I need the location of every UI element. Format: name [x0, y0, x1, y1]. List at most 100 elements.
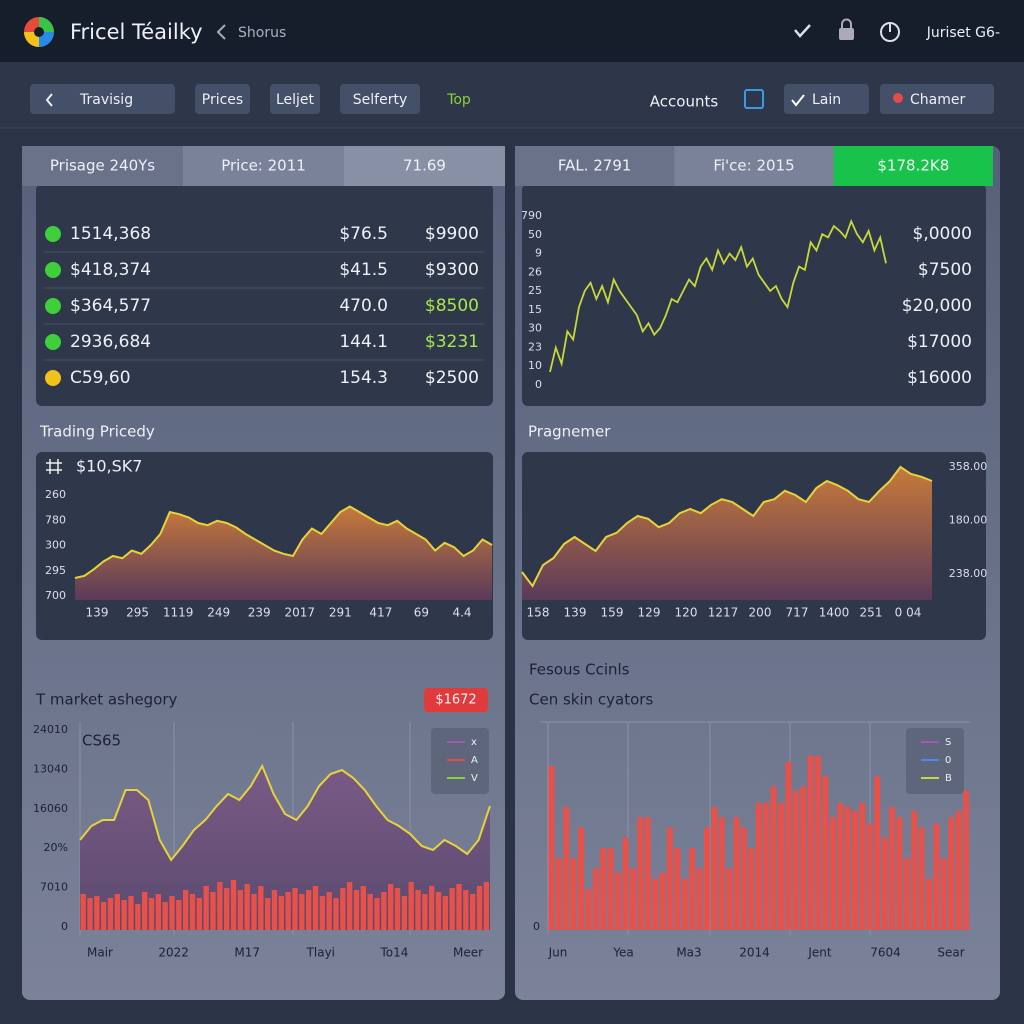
area-line	[74, 505, 493, 579]
bar	[881, 837, 888, 930]
bar	[911, 811, 918, 930]
x-tick-label: Mair	[87, 946, 113, 960]
toolbar-item[interactable]: Accounts	[650, 93, 719, 111]
bar	[578, 827, 585, 930]
bar	[388, 884, 394, 930]
value-label: $7500	[918, 260, 972, 280]
x-tick-label: Sear	[937, 946, 964, 960]
tab[interactable]	[833, 146, 993, 186]
bar	[600, 848, 607, 930]
bar	[889, 807, 895, 930]
bar	[442, 896, 448, 930]
bar	[615, 872, 622, 930]
bar	[659, 872, 666, 930]
bar	[251, 894, 257, 930]
bar	[470, 894, 476, 930]
table-cell: $2500	[425, 368, 479, 388]
bar	[381, 892, 387, 930]
bar	[347, 882, 353, 930]
value-label: $,0000	[913, 224, 972, 244]
y-tick-label: 300	[45, 539, 66, 552]
tab-label[interactable]: Price: 2011	[221, 157, 306, 175]
status-dot	[45, 334, 61, 350]
tab[interactable]	[515, 146, 687, 186]
bar	[903, 858, 910, 930]
bar	[896, 817, 903, 930]
tab-label[interactable]: FAL. 2791	[558, 157, 632, 175]
status-dot	[45, 370, 61, 386]
lock-icon[interactable]	[839, 28, 854, 40]
bar	[800, 786, 807, 930]
toolbar-button[interactable]	[270, 84, 320, 114]
tab-label[interactable]: Prisage 240Ys	[50, 157, 155, 175]
x-tick-label: 120	[675, 606, 698, 620]
bar	[326, 892, 332, 930]
bar	[196, 898, 202, 930]
tab[interactable]	[183, 146, 356, 186]
toolbar-item[interactable]: Travisig	[79, 92, 133, 108]
legend-label: x	[471, 737, 477, 748]
toolbar-button[interactable]	[195, 84, 250, 114]
toolbar-button[interactable]	[784, 84, 869, 114]
logo	[24, 17, 54, 47]
legend-label: V	[471, 773, 478, 784]
chart-header: CS65	[82, 732, 121, 750]
x-tick-label: 2017	[285, 606, 316, 620]
bar	[807, 755, 814, 930]
tab[interactable]	[22, 146, 195, 186]
x-tick-label: 200	[749, 606, 772, 620]
table-cell: 144.1	[339, 332, 388, 352]
tab[interactable]	[674, 146, 846, 186]
toolbar-item[interactable]: Prices	[202, 92, 243, 108]
tab[interactable]	[344, 146, 505, 186]
bar	[463, 890, 469, 930]
bar	[107, 898, 114, 930]
breadcrumb[interactable]: Shorus	[238, 25, 286, 41]
toolbar-item[interactable]: Lain	[812, 92, 841, 108]
toolbar-item[interactable]: Leljet	[276, 92, 315, 108]
tab-label[interactable]: Fi'ce: 2015	[713, 157, 794, 175]
y-tick-label: 7010	[40, 881, 68, 894]
y-tick-label: 0	[533, 920, 540, 933]
table-cell: $76.5	[339, 224, 388, 244]
toolbar-button[interactable]	[30, 84, 175, 114]
back-icon[interactable]	[216, 24, 226, 40]
x-tick-label: Ma3	[676, 946, 701, 960]
tab-label[interactable]: 71.69	[403, 157, 446, 175]
bar	[859, 802, 866, 930]
bar	[483, 882, 489, 930]
bar	[585, 889, 592, 930]
chart-title: Fesous Ccinls	[529, 661, 630, 679]
area-line	[521, 465, 933, 588]
bar	[711, 807, 718, 930]
y-tick-label: 30	[528, 322, 542, 335]
bar	[394, 888, 401, 930]
bar	[689, 848, 696, 930]
y-tick-label: 260	[45, 488, 66, 501]
tab-label[interactable]: $178.2K8	[877, 157, 949, 175]
y-tick-label: 10	[528, 359, 542, 372]
toolbar-item[interactable]: Top	[446, 92, 471, 108]
toolbar-button[interactable]	[340, 84, 420, 114]
bar	[230, 880, 237, 930]
user-name[interactable]: Juriset G6-	[926, 25, 1000, 41]
toolbar-item[interactable]: Chamer	[910, 92, 965, 108]
toolbar-button[interactable]	[880, 84, 994, 114]
power-icon[interactable]	[880, 22, 900, 42]
lock-shackle	[841, 18, 852, 28]
bar	[155, 894, 161, 930]
x-tick-label: 295	[126, 606, 149, 620]
x-tick-label: Meer	[453, 946, 483, 960]
x-tick-label: Tlayi	[306, 946, 335, 960]
accounts-icon[interactable]	[744, 89, 764, 109]
table-cell: 470.0	[339, 296, 388, 316]
bar	[121, 900, 127, 930]
toolbar-item[interactable]: Selferty	[353, 92, 407, 108]
x-tick-label: 1217	[708, 606, 739, 620]
check	[791, 94, 805, 107]
check-icon[interactable]	[794, 24, 811, 38]
bar	[360, 886, 366, 930]
bar	[415, 890, 421, 930]
x-tick-label: 4.4	[452, 606, 471, 620]
bar	[844, 807, 851, 930]
